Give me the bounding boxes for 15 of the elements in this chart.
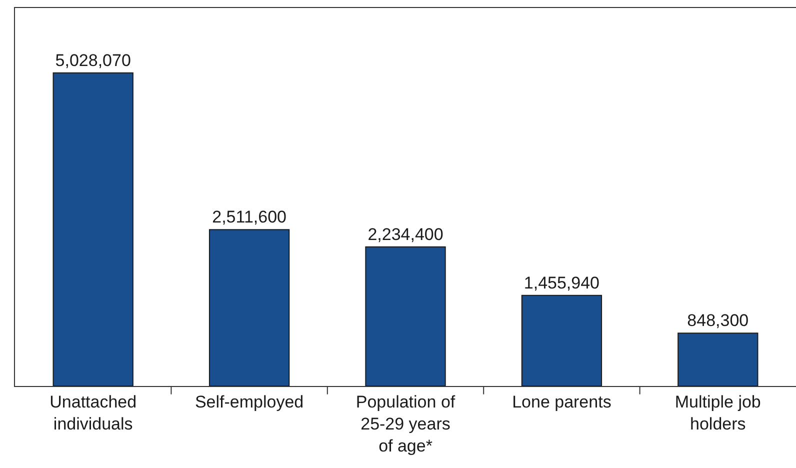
bar xyxy=(365,246,446,386)
x-tick-label: Population of 25-29 years of age* xyxy=(356,392,456,456)
bar xyxy=(208,229,290,386)
bar xyxy=(678,332,758,386)
data-label: 2,234,400 xyxy=(368,224,444,244)
x-tick-label: Lone parents xyxy=(512,392,612,412)
data-label: 5,028,070 xyxy=(55,50,131,70)
x-tick-label: Unattached individuals xyxy=(50,392,137,434)
x-tick-label: Self-employed xyxy=(194,392,304,412)
bar xyxy=(521,294,602,386)
data-label: 1,455,940 xyxy=(524,273,600,292)
data-label: 848,300 xyxy=(687,311,749,330)
x-tick-label: Multiple job holders xyxy=(674,392,761,434)
bar xyxy=(52,72,134,386)
data-label: 2,511,600 xyxy=(212,208,286,227)
